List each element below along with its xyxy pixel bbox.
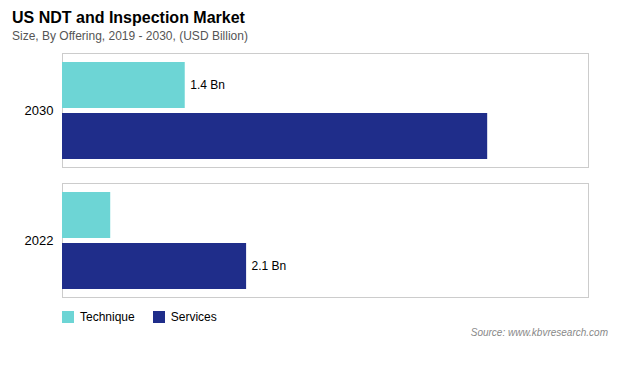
html-text:Size, By Offering, 2019 - 2030: Size, By Offering, 2019 - 2030, (USD Bil… [12,29,248,43]
html-text:Services: Services [170,310,217,324]
html-text:US NDT and Inspection Market: US NDT and Inspection Market [12,9,245,26]
svg-text:2030: 2030 [25,103,54,118]
html-text:Source: www.kbvresearch.com: Source: www.kbvresearch.com [470,327,608,338]
svg-text:2.1 Bn: 2.1 Bn [252,259,287,273]
svg-text:2022: 2022 [25,233,54,248]
html-text:Technique: Technique [80,310,135,324]
svg-text:1.4 Bn: 1.4 Bn [190,78,225,92]
